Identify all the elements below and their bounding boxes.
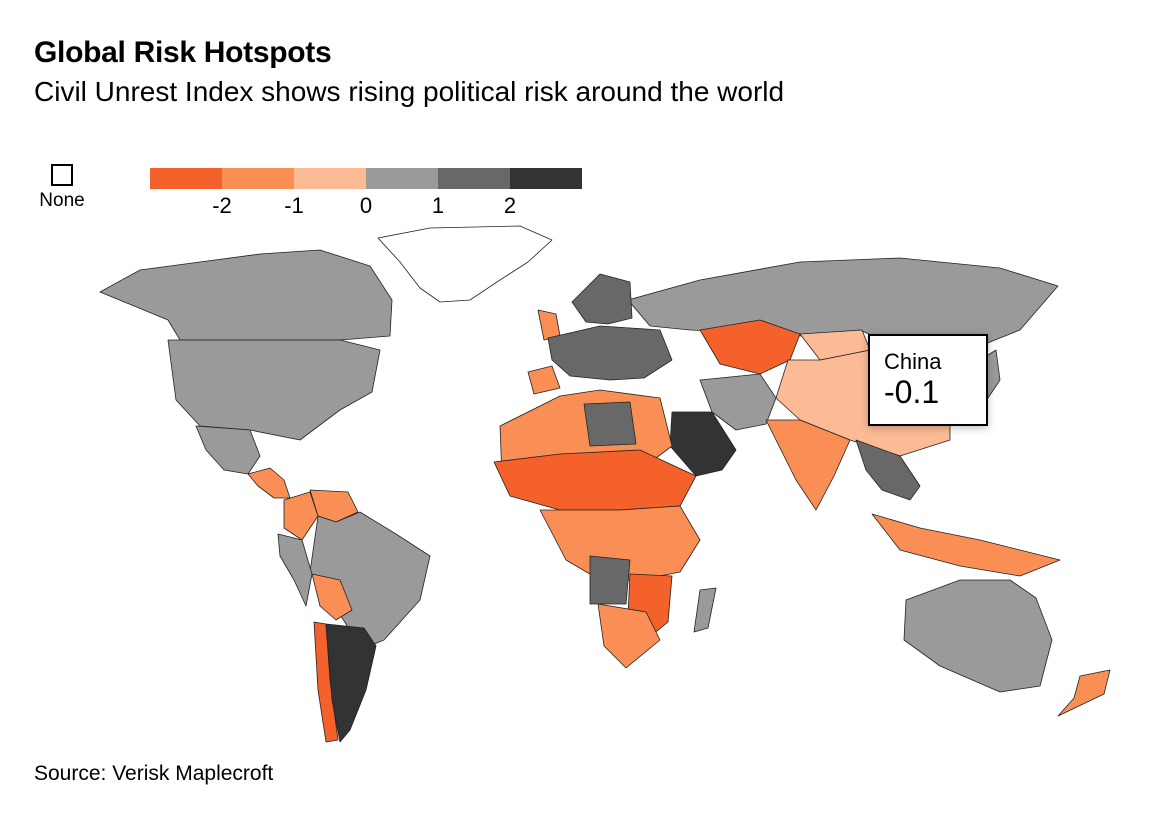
region-united-states[interactable] [167,339,381,441]
legend-swatch-0 [150,168,222,189]
legend-tick: 2 [503,193,517,218]
region-western-europe[interactable] [547,325,673,381]
tooltip: China -0.1 [868,334,988,426]
region-argentina[interactable] [325,623,377,743]
region-libya[interactable] [583,401,637,447]
legend-none-swatch [51,164,73,186]
legend-none: None [34,164,90,212]
region-angola[interactable] [589,555,631,605]
region-bolivia[interactable] [311,573,353,621]
region-iberia[interactable] [527,365,561,395]
source-note: Source: Verisk Maplecroft [34,762,274,785]
chart-subtitle: Civil Unrest Index shows rising politica… [34,76,785,107]
legend-swatch-2 [294,168,366,189]
region-mexico[interactable] [195,425,261,475]
region-colombia[interactable] [283,491,319,541]
legend-tick: -2 [212,193,232,218]
chart-title: Global Risk Hotspots [34,36,332,69]
region-new-zealand[interactable] [1057,669,1111,717]
region-madagascar[interactable] [693,587,717,633]
region-south-africa[interactable] [597,603,661,669]
legend-tick: 1 [431,193,445,218]
region-central-africa[interactable] [539,505,701,581]
region-scandinavia[interactable] [571,273,633,325]
legend-color-scale: -2 -1 0 1 2 [150,168,582,219]
region-greenland[interactable] [377,225,553,303]
region-sahel[interactable] [493,449,697,511]
legend-tick: 0 [359,193,373,218]
region-central-america[interactable] [247,467,291,499]
region-southeast-asia[interactable] [855,439,921,501]
legend-swatch-5 [510,168,582,189]
tooltip-value: -0.1 [884,374,940,410]
tooltip-country: China [884,349,942,374]
region-iran[interactable] [699,373,777,431]
legend-swatch-4 [438,168,510,189]
legend-swatch-1 [222,168,294,189]
region-peru[interactable] [277,533,313,607]
legend-swatches [150,168,582,189]
region-canada[interactable] [99,249,393,341]
legend-none-label: None [39,190,85,211]
region-australia[interactable] [903,579,1053,693]
region-india[interactable] [765,419,851,511]
region-indonesia[interactable] [871,513,1061,577]
legend-swatch-3 [366,168,438,189]
legend-ticks: -2 -1 0 1 2 [150,189,582,219]
legend-tick: -1 [284,193,304,218]
region-united-kingdom[interactable] [537,309,561,341]
